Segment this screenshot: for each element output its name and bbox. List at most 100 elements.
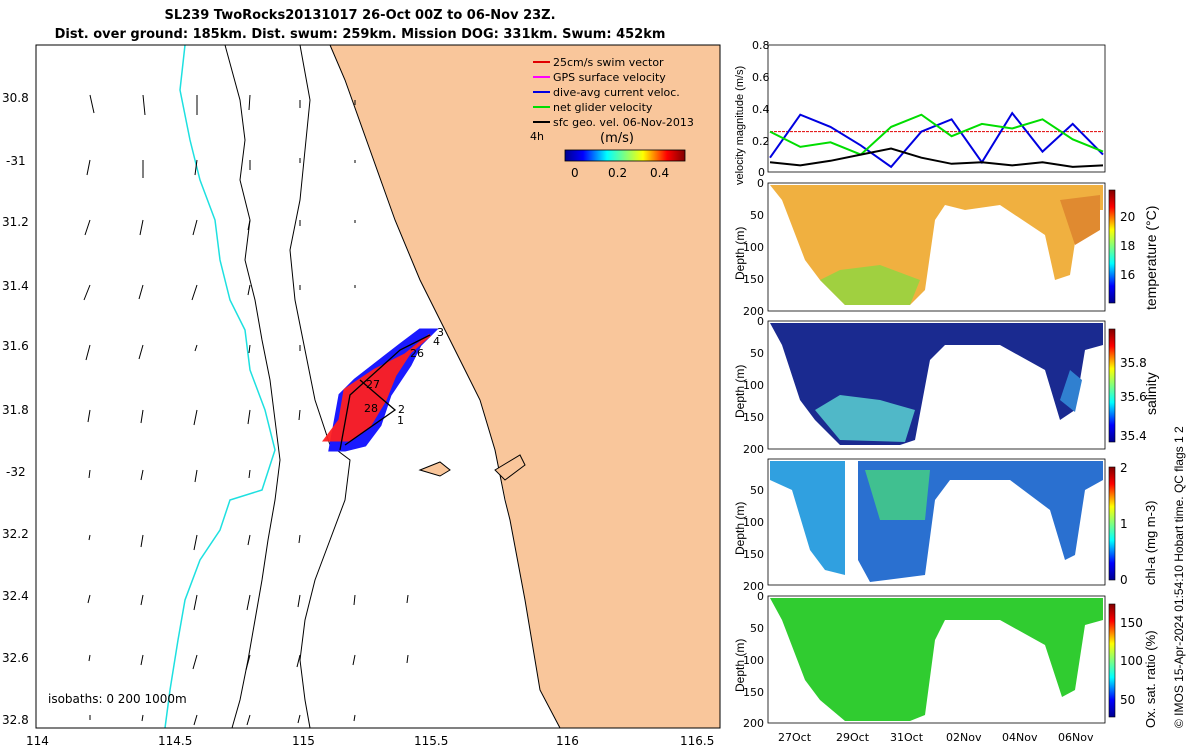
oxy-y-ticks: 0 50 100 150 200 — [743, 590, 764, 730]
footer-note: © IMOS 15-Apr-2024 01:54:10 Hobart time.… — [1172, 426, 1186, 728]
track-label-28: 28 — [364, 402, 378, 415]
depth-tick: 200 — [743, 580, 764, 593]
cb-tick: 150 — [1120, 616, 1143, 630]
track-label-2: 2 — [398, 403, 405, 416]
vel-tick: 0.8 — [752, 39, 770, 52]
depth-tick: 150 — [743, 548, 764, 561]
depth-tick: 50 — [750, 347, 764, 360]
cb-tick: 50 — [1120, 693, 1135, 707]
surface-velocity-arrows — [83, 94, 409, 726]
map-y-tick: 32.8 — [2, 713, 29, 727]
depth-tick: 50 — [750, 622, 764, 635]
depth-tick: 200 — [743, 305, 764, 318]
cb-tick: 2 — [1120, 461, 1128, 475]
legend-time-label: 4h — [530, 130, 544, 143]
track-label-3: 3 — [437, 326, 444, 339]
map-x-tick: 116.5 — [680, 734, 714, 748]
chla-field-a — [770, 461, 845, 575]
map-figure: 3 4 26 27 28 1 2 30.8 -31 31.2 31.4 31.6… — [2, 44, 721, 748]
cb-tick: 18 — [1120, 239, 1135, 253]
temp-colorbar-label: temperature (°C) — [1143, 205, 1159, 310]
vel-tick: 0.4 — [752, 103, 770, 116]
depth-tick: 50 — [750, 209, 764, 222]
chart-title-line2: Dist. over ground: 185km. Dist. swum: 25… — [54, 27, 666, 42]
map-y-axis: 30.8 -31 31.2 31.4 31.6 31.8 -32 32.2 32… — [2, 91, 29, 727]
track-label-27: 27 — [366, 378, 380, 391]
date-tick: 02Nov — [946, 731, 982, 744]
legend-item: dive-avg current veloc. — [553, 86, 680, 99]
legend-item: 25cm/s swim vector — [553, 56, 664, 69]
map-y-tick: 32.4 — [2, 589, 29, 603]
chla-colorbar-label: chl-a (mg m-3) — [1143, 500, 1158, 585]
track-label-1: 1 — [397, 414, 404, 427]
cb-tick: 1 — [1120, 517, 1128, 531]
depth-tick: 150 — [743, 411, 764, 424]
cb-tick: 100 — [1120, 654, 1143, 668]
coastline — [329, 44, 561, 729]
depth-tick: 50 — [750, 484, 764, 497]
date-tick: 06Nov — [1058, 731, 1094, 744]
map-y-tick: 31.8 — [2, 403, 29, 417]
cb-tick: 16 — [1120, 268, 1135, 282]
legend-item: sfc geo. vel. 06-Nov-2013 — [553, 116, 694, 129]
depth-tick: 0 — [757, 177, 764, 190]
depth-tick: 200 — [743, 717, 764, 730]
map-y-tick: 31.4 — [2, 279, 29, 293]
depth-tick: 0 — [757, 590, 764, 603]
map-y-tick: -32 — [6, 465, 26, 479]
isobath-0m — [164, 44, 276, 729]
velocity-line-2 — [769, 113, 1104, 156]
velocity-series — [769, 111, 1104, 169]
depth-tick: 0 — [757, 315, 764, 328]
depth-tick: 150 — [743, 686, 764, 699]
map-y-tick: 32.2 — [2, 527, 29, 541]
colorbar-tick: 0.2 — [608, 166, 627, 180]
bay-outline — [494, 454, 526, 481]
isobath-200m — [289, 44, 351, 729]
depth-tick: 100 — [743, 379, 764, 392]
chart-title-line1: SL239 TwoRocks20131017 26-Oct 00Z to 06-… — [164, 8, 556, 23]
date-tick: 29Oct — [836, 731, 870, 744]
cb-tick: 20 — [1120, 210, 1135, 224]
chla-colorbar — [1108, 466, 1116, 581]
depth-tick: 100 — [743, 241, 764, 254]
isobaths-label: isobaths: 0 200 1000m — [48, 692, 187, 706]
cb-tick: 0 — [1120, 573, 1128, 587]
depth-tick: 150 — [743, 273, 764, 286]
date-tick: 04Nov — [1002, 731, 1038, 744]
vel-tick: 0.2 — [752, 135, 770, 148]
profile-panels: 0.8 0.6 0.4 0.2 0 0 50 100 150 200 0 50 … — [743, 39, 1147, 744]
velocity-panel — [767, 44, 1106, 173]
map-x-tick: 114.5 — [158, 734, 192, 748]
vel-tick: 0.6 — [752, 71, 770, 84]
temp-depth-label: Depth (m) — [733, 226, 747, 280]
map-x-tick: 115.5 — [414, 734, 448, 748]
track-label-26: 26 — [410, 347, 424, 360]
isobath-1000m — [224, 44, 281, 729]
track-label-4: 4 — [433, 335, 440, 348]
oxy-colorbar — [1108, 603, 1116, 718]
map-x-tick: 116 — [556, 734, 579, 748]
map-x-tick: 115 — [292, 734, 315, 748]
chla-depth-label: Depth (m) — [733, 501, 747, 555]
map-y-tick: 31.6 — [2, 339, 29, 353]
land-area — [330, 45, 720, 728]
velocity-line-3 — [769, 147, 1104, 168]
depth-tick: 100 — [743, 516, 764, 529]
date-tick: 27Oct — [778, 731, 812, 744]
sal-y-ticks: 0 50 100 150 200 — [743, 315, 764, 456]
velocity-ylabel: velocity magnitude (m/s) — [734, 65, 746, 185]
cb-tick: 35.8 — [1120, 356, 1147, 370]
temp-y-ticks: 0 50 100 150 200 — [743, 177, 764, 318]
cb-tick: 35.4 — [1120, 429, 1147, 443]
map-colorbar — [564, 149, 686, 162]
colorbar-unit: (m/s) — [600, 131, 634, 146]
sal-colorbar-label: salinity — [1143, 372, 1159, 415]
map-y-tick: 32.6 — [2, 651, 29, 665]
sal-colorbar — [1108, 328, 1116, 443]
legend-item: net glider velocity — [553, 101, 653, 114]
depth-tick: 100 — [743, 654, 764, 667]
map-x-tick: 114 — [26, 734, 49, 748]
date-tick: 31Oct — [890, 731, 924, 744]
map-y-tick: 30.8 — [2, 91, 29, 105]
